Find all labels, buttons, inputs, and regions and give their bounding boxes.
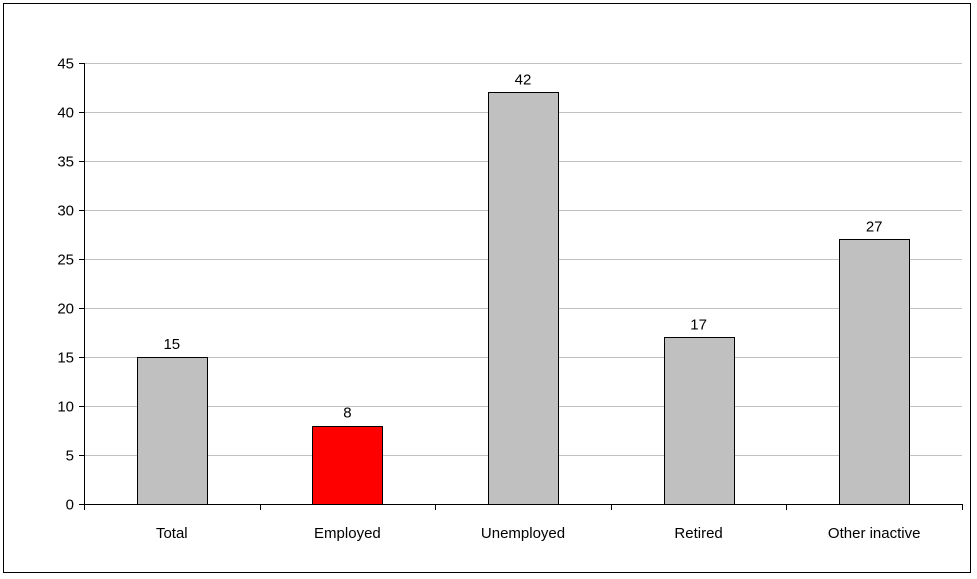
y-tick-label: 15 xyxy=(57,350,74,367)
y-tick-label: 5 xyxy=(66,448,74,465)
y-tick-label: 25 xyxy=(57,252,74,269)
bar-total xyxy=(137,357,208,505)
data-label: 8 xyxy=(343,405,351,422)
x-category-label: Employed xyxy=(314,525,381,542)
data-label: 17 xyxy=(690,316,707,333)
y-tick-label: 35 xyxy=(57,154,74,171)
x-category-label: Retired xyxy=(674,525,722,542)
y-tick-label: 0 xyxy=(66,497,74,514)
bar-employed xyxy=(312,426,383,505)
x-category-label: Other inactive xyxy=(828,525,921,542)
y-tick-label: 45 xyxy=(57,56,74,73)
data-label: 42 xyxy=(515,71,532,88)
data-label: 15 xyxy=(163,336,180,353)
bar-other-inactive xyxy=(839,239,910,505)
data-label: 27 xyxy=(866,218,883,235)
y-tick-label: 40 xyxy=(57,105,74,122)
y-tick-label: 20 xyxy=(57,301,74,318)
bar-chart: 0 5 10 15 20 25 30 35 40 45 15 Total 8 Employed 42 Unem… xyxy=(57,56,963,542)
chart-frame: 0 5 10 15 20 25 30 35 40 45 15 Total 8 Employed 42 Unem… xyxy=(3,3,971,573)
y-tick-label: 10 xyxy=(57,399,74,416)
y-tick-label: 30 xyxy=(57,203,74,220)
bar-unemployed xyxy=(488,92,559,505)
bar-retired xyxy=(664,337,735,505)
x-category-label: Total xyxy=(156,525,188,542)
x-category-label: Unemployed xyxy=(481,525,565,542)
